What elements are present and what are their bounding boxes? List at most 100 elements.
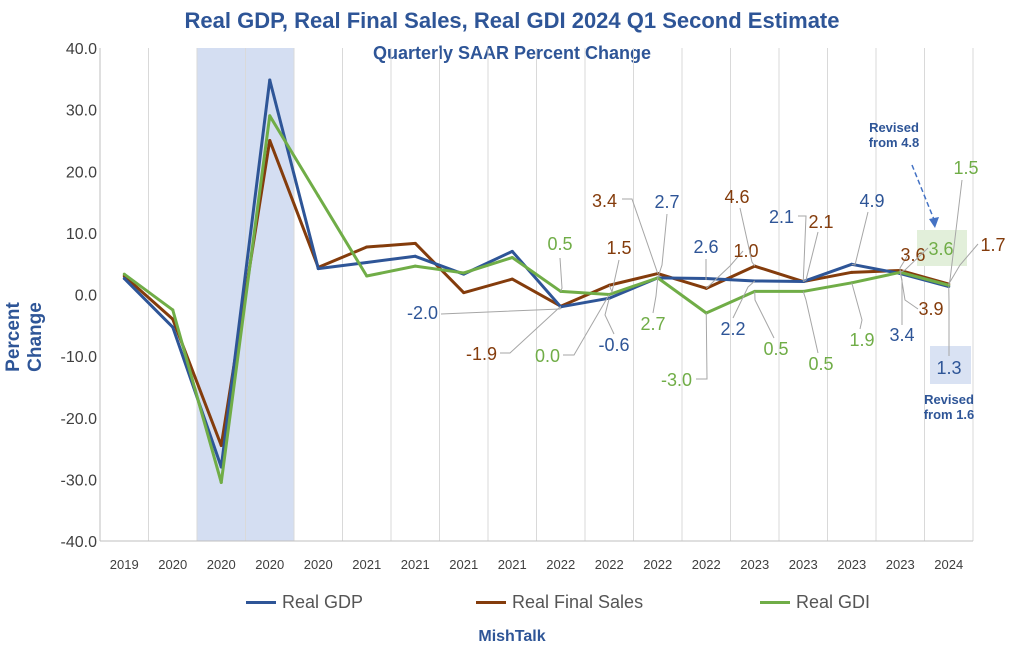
data-label-leader xyxy=(803,231,819,282)
data-point-gdp xyxy=(510,249,514,253)
x-tick-label: 2021 xyxy=(401,557,430,572)
data-label-gdi: -3.0 xyxy=(661,370,692,390)
revision-annotation: from 1.6 xyxy=(924,407,975,422)
series-line-gdp xyxy=(123,78,950,469)
data-label-leader xyxy=(754,291,775,339)
y-tick-label: -30.0 xyxy=(61,472,98,489)
x-tick-label: 2023 xyxy=(886,557,915,572)
data-point-sales xyxy=(268,138,272,142)
y-tick-label: 10.0 xyxy=(66,226,97,243)
x-tick-label: 2021 xyxy=(352,557,381,572)
x-tick-label: 2023 xyxy=(837,557,866,572)
data-point-gdp xyxy=(413,254,417,258)
data-label-sales: 1.7 xyxy=(980,235,1005,255)
data-label-sales: 3.9 xyxy=(918,299,943,319)
data-label-gdp: 2.6 xyxy=(693,237,718,257)
data-label-leader xyxy=(696,312,708,380)
data-point-gdp xyxy=(171,325,175,329)
y-tick-label: 40.0 xyxy=(66,41,97,58)
data-label-leader xyxy=(563,294,610,356)
chart-subtitle: Quarterly SAAR Percent Change xyxy=(372,43,652,63)
data-label-leader xyxy=(798,215,807,282)
data-label-leader xyxy=(622,198,659,274)
data-label-leader xyxy=(652,277,659,314)
data-point-gdi xyxy=(462,271,466,275)
data-label-gdp: 4.9 xyxy=(859,191,884,211)
line-chart: 40.0 30.0 20.0 10.0 0.0 -10.0 -20.0 -30.0 -40.0 2… xyxy=(61,41,1006,572)
data-label-gdp: 2.2 xyxy=(720,319,745,339)
data-point-gdp xyxy=(365,260,369,264)
x-tick-label: 2020 xyxy=(207,557,236,572)
data-point-gdi xyxy=(219,480,223,484)
data-point-gdi xyxy=(122,272,126,276)
revision-annotation: Revised xyxy=(869,120,919,135)
data-label-leader xyxy=(732,280,756,319)
data-point-sales xyxy=(365,245,369,249)
data-label-leader xyxy=(440,306,562,315)
data-point-sales xyxy=(413,241,417,245)
data-point-sales xyxy=(850,270,854,274)
x-tick-label: 2024 xyxy=(934,557,963,572)
data-point-gdp xyxy=(122,276,126,280)
x-tick-label: 2023 xyxy=(789,557,818,572)
chart-title: Real GDP, Real Final Sales, Real GDI 202… xyxy=(184,8,840,33)
data-label-gdp: 2.7 xyxy=(654,192,679,212)
data-label-sales: 1.0 xyxy=(733,241,758,261)
data-label-leader xyxy=(559,257,563,292)
data-label-sales: 3.4 xyxy=(592,191,617,211)
data-label-leader xyxy=(657,213,668,279)
data-label-leader xyxy=(500,305,562,354)
legend-item-real-gdp: Real GDP xyxy=(246,592,363,612)
series-line-gdi xyxy=(123,114,950,484)
x-tick-label: 2020 xyxy=(304,557,333,572)
data-point-sales xyxy=(219,443,223,447)
legend-label-sales: Real Final Sales xyxy=(512,591,644,612)
x-tick-label: 2020 xyxy=(158,557,187,572)
data-label-sales: 1.5 xyxy=(606,238,631,258)
data-label-sales: 3.6 xyxy=(900,245,925,265)
data-label-gdi: 1.5 xyxy=(953,158,978,178)
data-label-gdi: 2.7 xyxy=(640,314,665,334)
data-label-sales: 4.6 xyxy=(724,187,749,207)
data-label-leader xyxy=(604,298,615,335)
legend-label-gdp: Real GDP xyxy=(282,591,364,612)
gdp-revision-highlight xyxy=(930,346,971,384)
legend-item-real-final-sales: Real Final Sales xyxy=(476,592,643,612)
data-label-leader xyxy=(948,243,979,285)
y-tick-label: 0.0 xyxy=(75,288,97,305)
legend-label-gdi: Real GDI xyxy=(796,591,871,612)
x-tick-label: 2023 xyxy=(740,557,769,572)
data-point-gdp xyxy=(268,78,272,82)
data-point-gdi xyxy=(316,194,320,198)
data-point-gdi xyxy=(510,256,514,260)
data-label-gdp: -2.0 xyxy=(407,303,438,323)
legend-swatch-gdi xyxy=(760,600,790,604)
data-point-gdi xyxy=(365,274,369,278)
annotation-arrow-line xyxy=(911,164,936,223)
data-label-gdi: 0.5 xyxy=(547,234,572,254)
data-label-leader xyxy=(739,207,756,267)
legend-swatch-gdp xyxy=(246,600,276,604)
x-tick-label: 2021 xyxy=(498,557,527,572)
data-point-sales xyxy=(171,317,175,321)
annotation-arrow-head xyxy=(929,217,939,228)
data-label-leader xyxy=(608,259,620,294)
data-label-leader xyxy=(851,211,869,266)
data-label-sales: 2.1 xyxy=(808,212,833,232)
credit-mishtalk: MishTalk xyxy=(478,628,546,645)
revision-annotation: Revised xyxy=(924,392,974,407)
x-tick-label: 2021 xyxy=(449,557,478,572)
data-label-leader xyxy=(900,247,929,273)
data-label-gdi: 0.5 xyxy=(808,354,833,374)
x-tick-label: 2022 xyxy=(546,557,575,572)
x-tick-label: 2022 xyxy=(692,557,721,572)
data-label-gdi: 0.5 xyxy=(763,339,788,359)
data-label-gdi: 0.0 xyxy=(535,346,560,366)
data-label-gdi: 1.9 xyxy=(849,330,874,350)
data-label-leader xyxy=(851,282,863,330)
x-tick-label: 2020 xyxy=(255,557,284,572)
data-label-leader xyxy=(802,291,819,354)
data-point-gdi xyxy=(268,114,272,118)
data-label-leader xyxy=(705,250,744,289)
data-point-gdi xyxy=(171,308,175,312)
